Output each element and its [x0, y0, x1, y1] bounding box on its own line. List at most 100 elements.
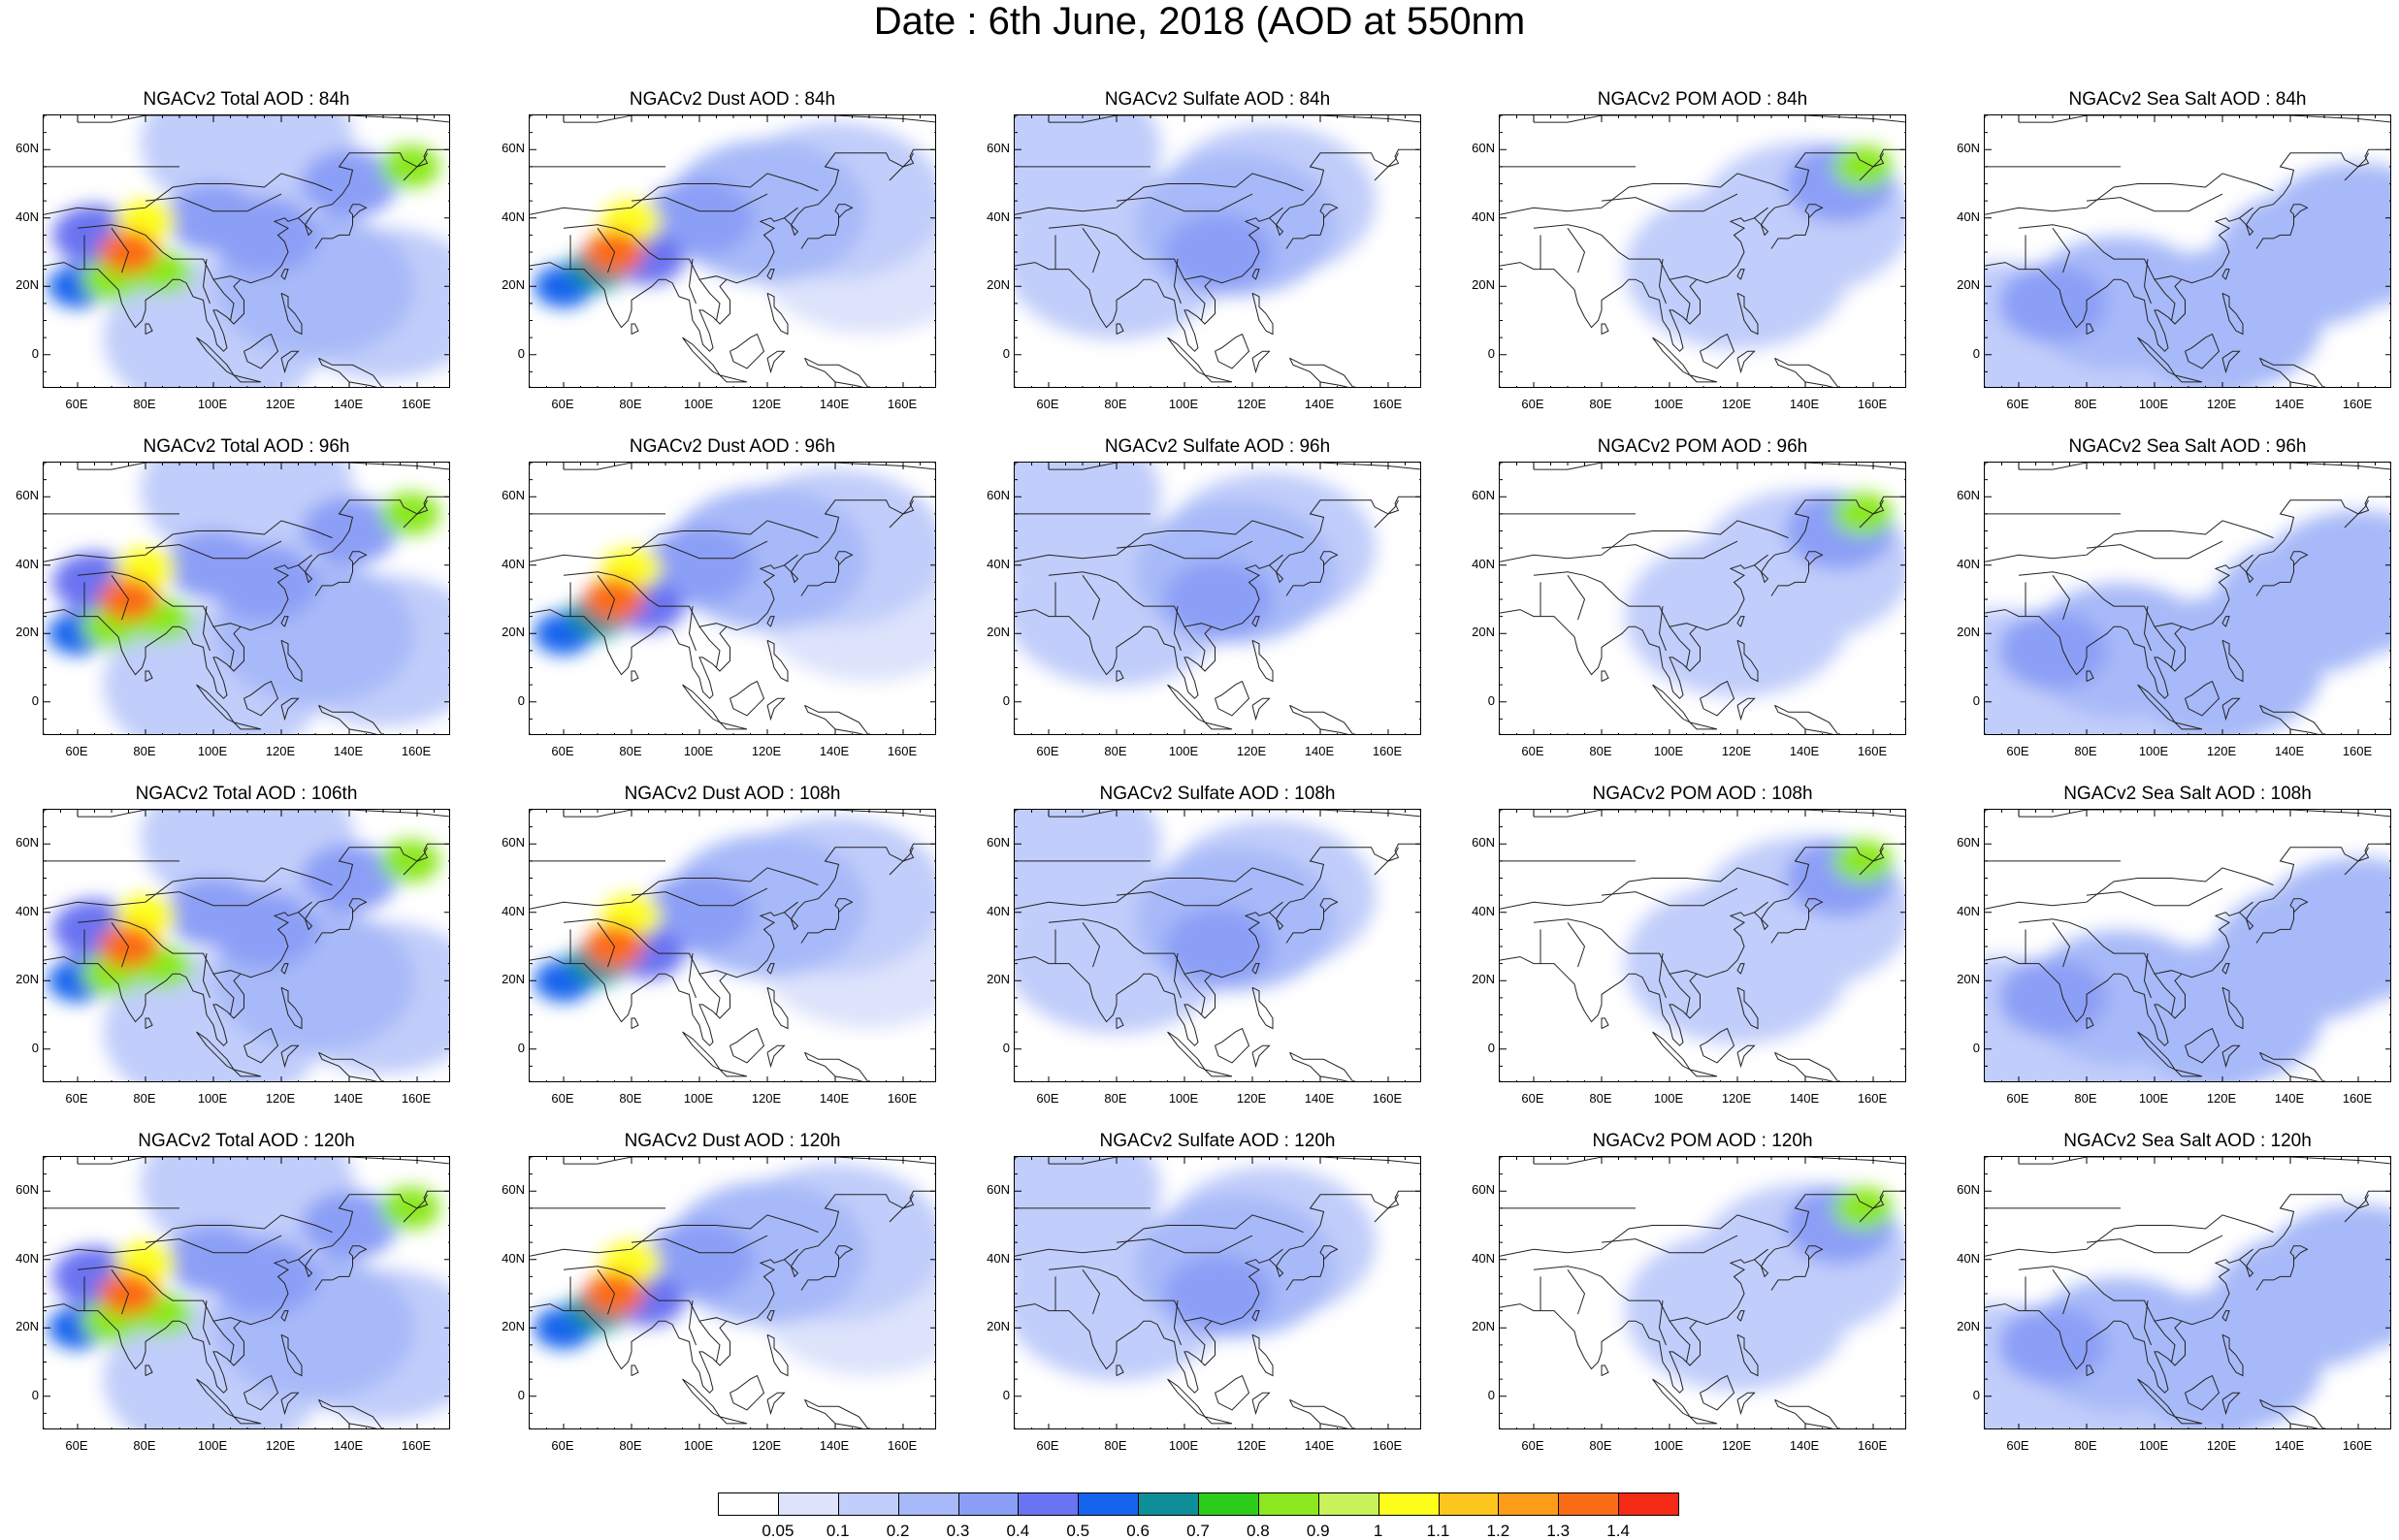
lat-tick-label: 0	[31, 1387, 39, 1402]
aod-field-map	[530, 115, 935, 387]
colorbar-tick-label: 1.3	[1546, 1522, 1571, 1540]
lon-tick-label: 160E	[2342, 1438, 2373, 1453]
panel-title: NGACv2 Dust AOD : 84h	[629, 89, 836, 110]
map-plot-area	[1499, 1156, 1906, 1429]
lon-tick-label: 140E	[333, 1438, 364, 1453]
lat-tick-label: 0	[517, 692, 525, 708]
map-panel: NGACv2 Sulfate AOD : 120h 60N 40N 20N 0 60E 80…	[987, 1131, 1421, 1462]
panel-title: NGACv2 Sea Salt AOD : 120h	[2063, 1131, 2312, 1151]
lat-tick-label: 0	[31, 345, 39, 361]
lon-tick-label: 160E	[2342, 1091, 2373, 1106]
aod-blob	[1832, 492, 1894, 535]
map-panel: NGACv2 Sea Salt AOD : 84h 60N 40N 20N 0 60E 80…	[1957, 89, 2391, 421]
lon-tick-label: 100E	[1168, 744, 1199, 758]
lon-tick-label: 80E	[1104, 397, 1127, 411]
aod-blob	[1832, 839, 1894, 882]
lat-tick-label: 0	[517, 1387, 525, 1402]
map-plot-area	[1984, 809, 2391, 1082]
lat-tick-label: 20N	[502, 972, 525, 987]
lon-tick-label: 160E	[1857, 1438, 1888, 1453]
lon-tick-label: 100E	[1168, 1091, 1199, 1106]
lon-tick-label: 80E	[133, 397, 156, 411]
lon-tick-label: 160E	[1857, 1091, 1888, 1106]
lon-tick-label: 100E	[683, 397, 714, 411]
lon-tick-label: 60E	[551, 397, 574, 411]
lon-tick-label: 100E	[683, 744, 714, 758]
lat-tick-label: 0	[1487, 692, 1495, 708]
lon-tick-label: 60E	[1036, 744, 1059, 758]
lon-tick-label: 80E	[1104, 744, 1127, 758]
lon-tick-label: 80E	[2074, 1091, 2097, 1106]
colorbar-swatch	[1438, 1492, 1500, 1516]
map-panel: NGACv2 Sea Salt AOD : 108h 60N 40N 20N 0 60E 8…	[1957, 784, 2391, 1115]
lon-tick-label: 100E	[1653, 397, 1684, 411]
lon-tick-label: 120E	[265, 1438, 296, 1453]
lat-tick-label: 20N	[16, 972, 39, 987]
lon-tick-label: 60E	[551, 1091, 574, 1106]
aod-field-map	[1015, 115, 1420, 387]
coastlines	[44, 810, 449, 1081]
map-panel: NGACv2 Total AOD : 120h 60N 40N 20N 0 60E 80E 1…	[16, 1131, 450, 1462]
lon-tick-label: 60E	[2006, 397, 2029, 411]
lon-tick-label: 140E	[1789, 744, 1820, 758]
aod-field-map	[44, 1157, 449, 1428]
lon-tick-label: 80E	[1589, 744, 1612, 758]
lon-tick-label: 120E	[2206, 744, 2237, 758]
aod-blob	[380, 1186, 440, 1230]
coastlines	[1015, 463, 1420, 734]
lon-tick-label: 60E	[1521, 744, 1544, 758]
panel-title: NGACv2 POM AOD : 96h	[1597, 436, 1808, 457]
lon-tick-label: 120E	[1721, 1091, 1752, 1106]
aod-field-map	[1500, 1157, 1905, 1428]
aod-blob	[1832, 144, 1894, 188]
lon-tick-label: 140E	[333, 1091, 364, 1106]
map-panel: NGACv2 Sea Salt AOD : 96h 60N 40N 20N 0 60E 80…	[1957, 436, 2391, 768]
lat-tick-label: 0	[31, 692, 39, 708]
colorbar-tick-label: 0.5	[1066, 1522, 1090, 1540]
lat-tick-label: 40N	[16, 1250, 39, 1266]
panel-title: NGACv2 POM AOD : 84h	[1597, 89, 1808, 110]
lat-tick-label: 40N	[1957, 556, 1980, 571]
map-plot-area	[1014, 809, 1421, 1082]
aod-blob	[165, 183, 262, 253]
lon-tick-label: 160E	[887, 1438, 918, 1453]
aod-blob	[1164, 561, 1273, 638]
map-panel: NGACv2 POM AOD : 108h 60N 40N 20N 0 60E 80E 100…	[1472, 784, 1906, 1115]
lon-tick-label: 120E	[751, 744, 782, 758]
colorbar-swatch	[718, 1492, 779, 1516]
lon-tick-label: 80E	[133, 1438, 156, 1453]
aod-blob	[1998, 958, 2107, 1037]
coastlines	[530, 115, 935, 387]
lat-tick-label: 0	[1002, 345, 1010, 361]
aod-field-map	[1985, 115, 2390, 387]
lat-tick-label: 0	[1972, 692, 1980, 708]
lon-tick-label: 160E	[1857, 397, 1888, 411]
aod-blob	[2213, 538, 2390, 674]
lon-tick-label: 140E	[1304, 1091, 1335, 1106]
lon-tick-label: 140E	[1789, 1091, 1820, 1106]
aod-field-map	[1985, 463, 2390, 734]
lon-tick-label: 120E	[1721, 1438, 1752, 1453]
lon-tick-label: 120E	[1721, 744, 1752, 758]
colorbar-tick-label: 0.7	[1186, 1522, 1210, 1540]
aod-blob	[380, 839, 440, 882]
lat-tick-label: 40N	[1957, 903, 1980, 918]
aod-field-map	[1500, 463, 1905, 734]
lon-tick-label: 100E	[1653, 1438, 1684, 1453]
colorbar-swatch	[897, 1492, 959, 1516]
lon-tick-label: 100E	[2138, 1091, 2169, 1106]
aod-blob	[380, 492, 440, 535]
lat-tick-label: 60N	[502, 835, 525, 850]
aod-field-map	[44, 810, 449, 1081]
lat-tick-label: 60N	[1472, 141, 1495, 156]
colorbar-tick-label: 1.1	[1426, 1522, 1450, 1540]
colorbar-tick-label: 0.05	[762, 1522, 794, 1540]
panel-title: NGACv2 Sea Salt AOD : 108h	[2063, 784, 2312, 804]
lon-tick-label: 80E	[1104, 1438, 1127, 1453]
lat-tick-label: 60N	[1957, 835, 1980, 850]
map-panel: NGACv2 Sea Salt AOD : 120h 60N 40N 20N 0 60E 8…	[1957, 1131, 2391, 1462]
lon-tick-label: 80E	[1589, 397, 1612, 411]
lon-tick-label: 100E	[197, 1091, 228, 1106]
lon-tick-label: 100E	[1168, 397, 1199, 411]
lon-tick-label: 60E	[2006, 1091, 2029, 1106]
